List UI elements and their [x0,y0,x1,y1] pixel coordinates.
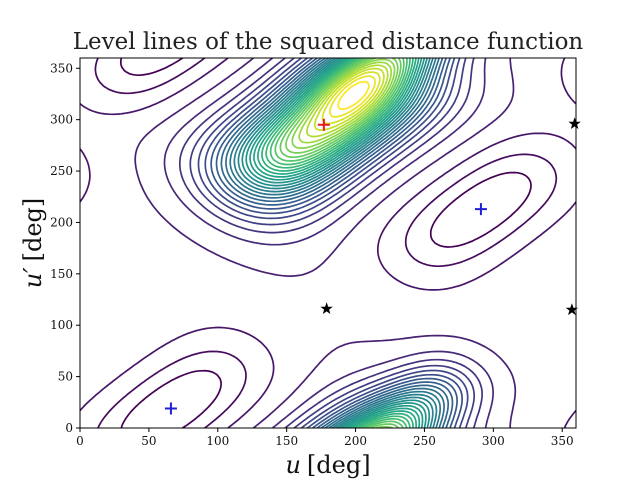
contour-level [220,58,450,428]
contour-level [119,58,532,428]
x-axis-ticks: 0 50 100 150 200 250 300 350 [76,428,574,448]
contour-level [269,58,408,428]
contour-level [210,58,458,428]
x-tick-label: 100 [206,434,229,448]
contour-level [265,58,411,428]
contour-level [261,58,414,428]
contour-level [178,58,483,428]
x-axis-symbol: u [285,451,300,479]
contour-level [233,58,438,428]
x-tick-label: 0 [76,434,84,448]
y-axis-unit: [deg] [19,198,47,262]
contour-level [204,58,463,428]
critical-point-markers [164,117,581,415]
y-axis-ticks: 0 50 100 150 200 250 300 350 [50,61,80,435]
contour-level [215,58,454,428]
y-tick-label: 0 [65,421,73,435]
minimum-marker [474,203,487,216]
y-tick-label: 200 [50,215,73,229]
contour-level [337,80,370,110]
saddle-marker [568,117,581,129]
contour-level [321,71,381,125]
contour-level [94,58,558,428]
contour-level [313,67,385,131]
y-tick-label: 150 [50,267,73,281]
x-tick-label: 250 [413,434,436,448]
contour-level [245,58,427,428]
x-tick-label: 200 [344,434,367,448]
contour-level [249,58,424,428]
contour-level [306,64,389,138]
plot-frame [79,57,577,429]
y-tick-label: 250 [50,164,73,178]
contour-level [291,58,396,149]
x-tick-label: 150 [275,434,298,448]
x-tick-label: 300 [482,434,505,448]
saddle-marker [320,302,333,314]
x-tick-label: 350 [551,434,574,448]
contour-level [225,58,445,428]
contour-level [197,58,469,428]
contour-level [163,58,494,428]
chart-title: Level lines of the squared distance func… [73,29,584,55]
contour-level [229,58,442,428]
y-axis-label: u′ [deg] [19,198,47,289]
contour-level [298,61,393,144]
maximum-marker [317,118,330,131]
y-axis-symbol: u′ [19,267,47,288]
contour-lines [80,58,576,428]
contour-level [329,75,376,118]
y-tick-label: 350 [50,61,73,75]
y-tick-label: 50 [58,370,73,384]
y-tick-label: 100 [50,318,73,332]
contour-level [279,58,402,428]
y-tick-label: 300 [50,113,73,127]
saddle-marker [565,303,578,316]
x-axis-label: u [deg] [285,451,370,479]
x-tick-label: 50 [141,434,156,448]
minimum-marker [164,402,177,415]
x-axis-unit: [deg] [307,451,371,479]
